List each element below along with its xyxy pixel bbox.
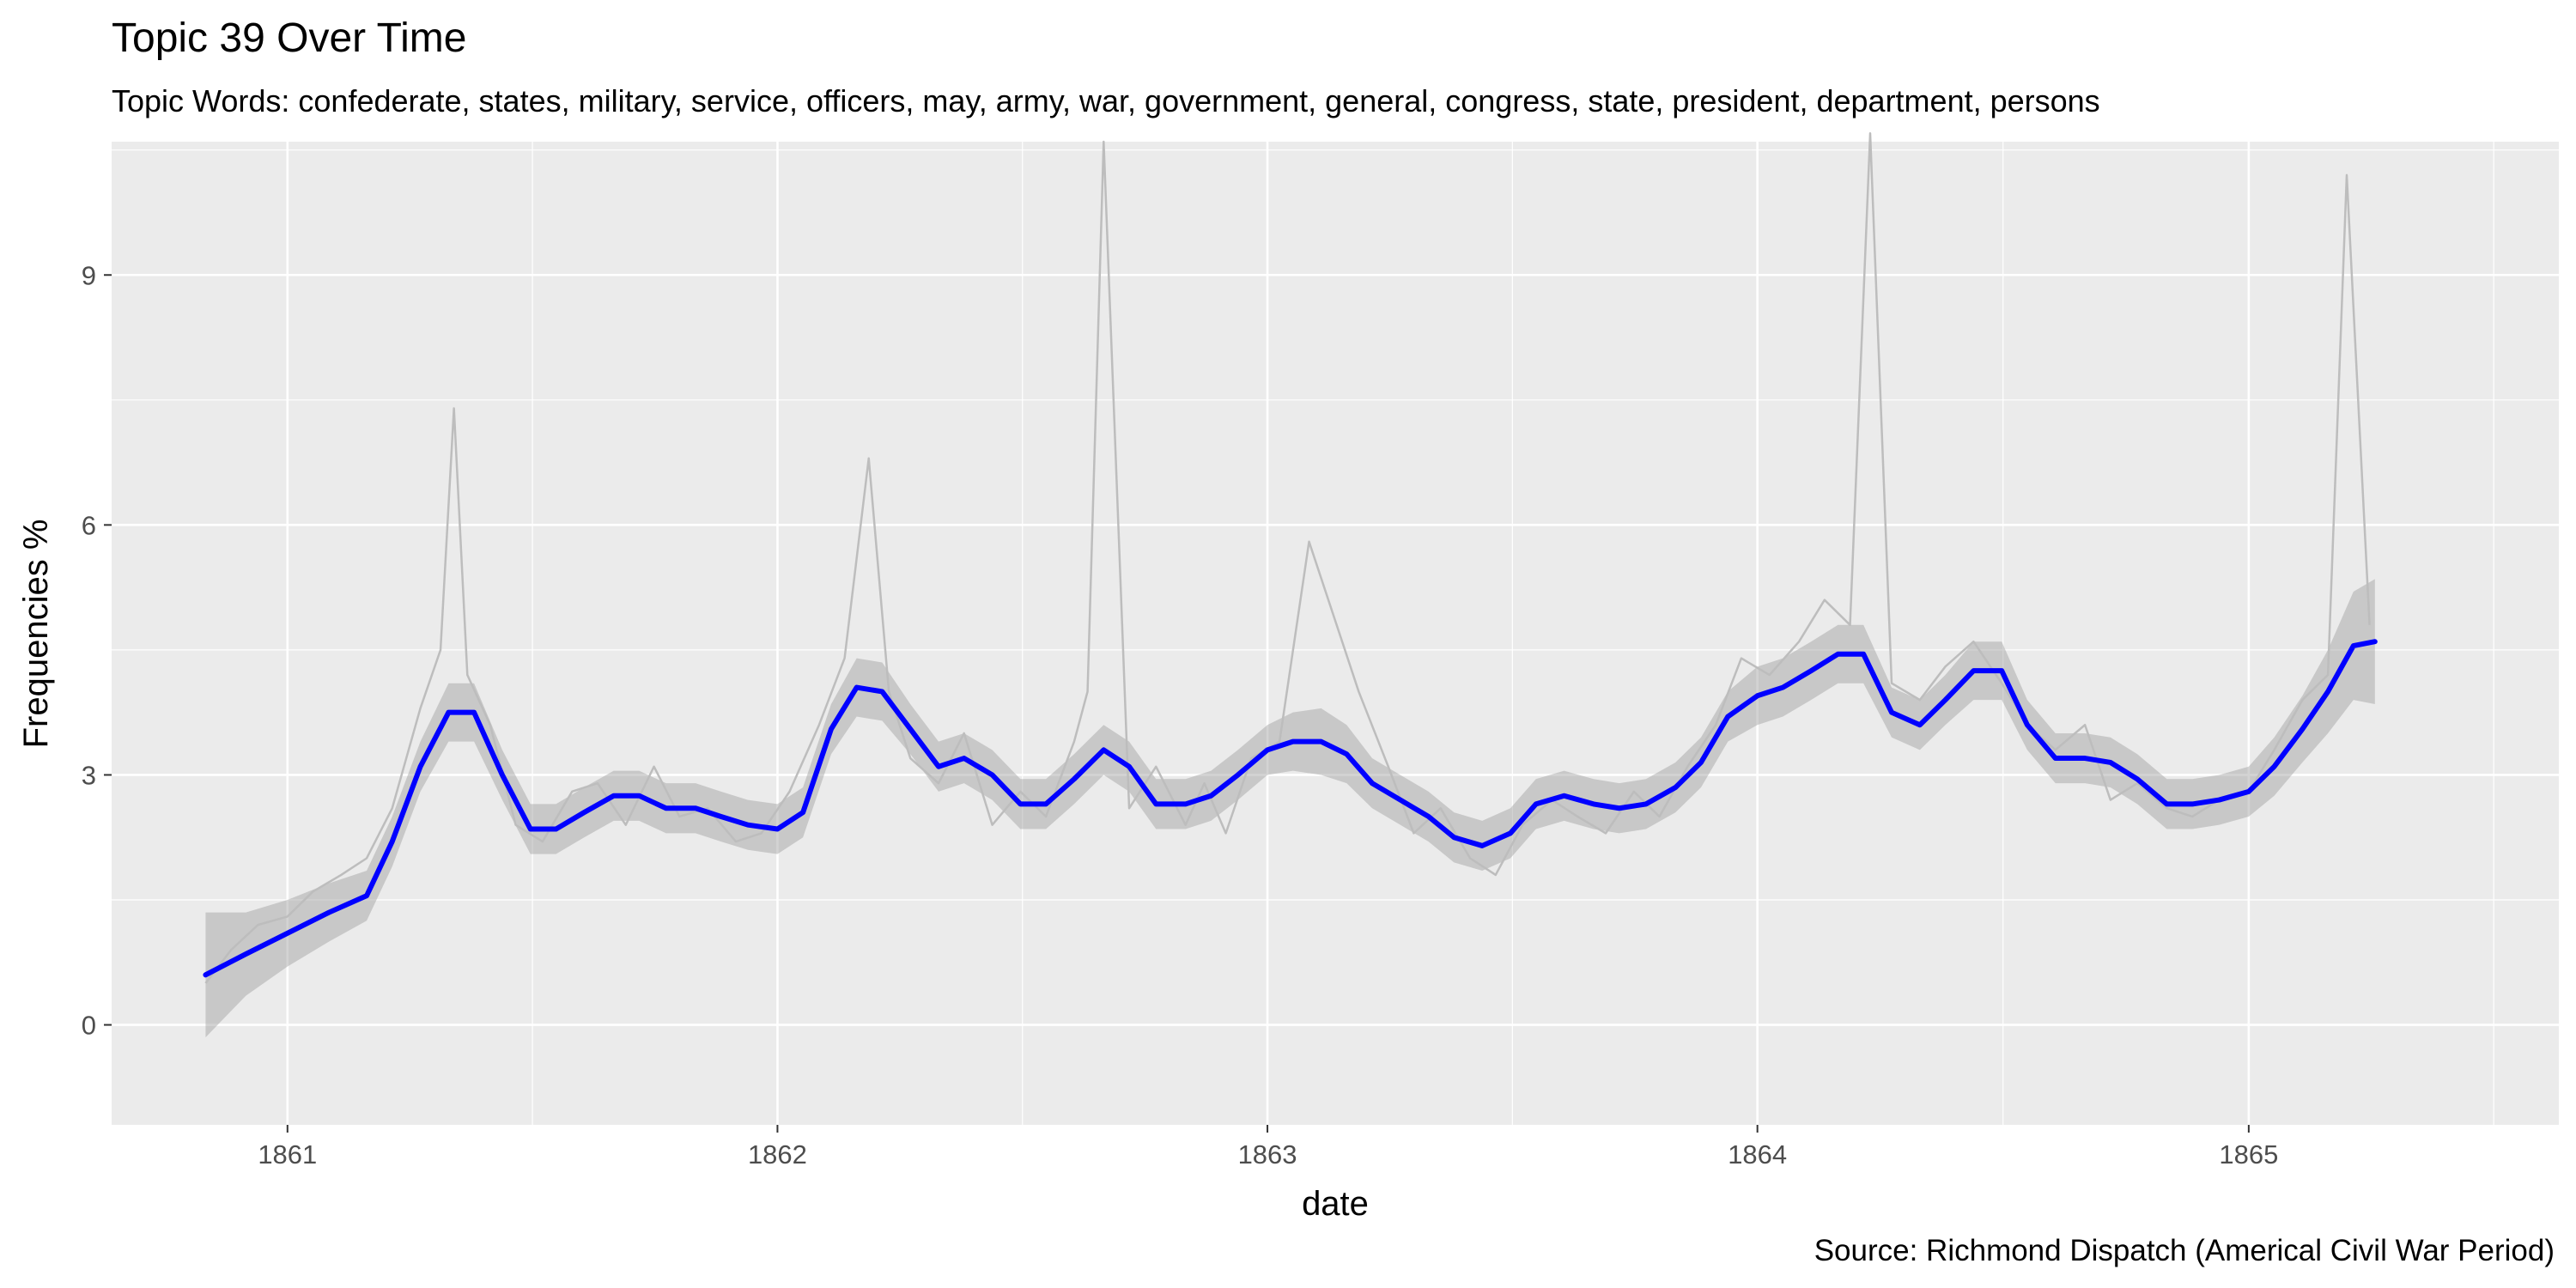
chart-title: Topic 39 Over Time: [112, 15, 466, 61]
y-tick-label: 6: [82, 510, 96, 540]
trend-line: [203, 639, 2378, 978]
plot-panel: [112, 142, 2559, 1125]
chart-caption: Source: Richmond Dispatch (Americal Civi…: [1814, 1234, 2555, 1267]
y-tick-label: 0: [82, 1011, 96, 1041]
y-axis-title: Frequencies %: [17, 519, 55, 749]
x-tick-label: 1865: [2219, 1139, 2278, 1170]
raw-frequency-line: [204, 132, 2371, 984]
confidence-band-layer: [205, 579, 2375, 1038]
series-layer: [203, 132, 2378, 984]
x-axis-title: date: [1302, 1185, 1369, 1223]
x-axis-ticks: 1861 1862 1863 1864 1865: [258, 1125, 2278, 1170]
confidence-band: [205, 579, 2375, 1038]
x-tick-label: 1861: [258, 1139, 317, 1170]
minor-gridlines: [112, 142, 2559, 1125]
x-tick-label: 1862: [748, 1139, 807, 1170]
y-tick-label: 9: [82, 260, 96, 290]
major-gridlines: [112, 142, 2559, 1125]
x-tick-label: 1864: [1728, 1139, 1787, 1170]
y-axis-ticks: 0 3 6 9: [82, 260, 112, 1041]
chart-subtitle: Topic Words: confederate, states, milita…: [112, 83, 2100, 118]
y-tick-label: 3: [82, 760, 96, 790]
x-tick-label: 1863: [1238, 1139, 1297, 1170]
